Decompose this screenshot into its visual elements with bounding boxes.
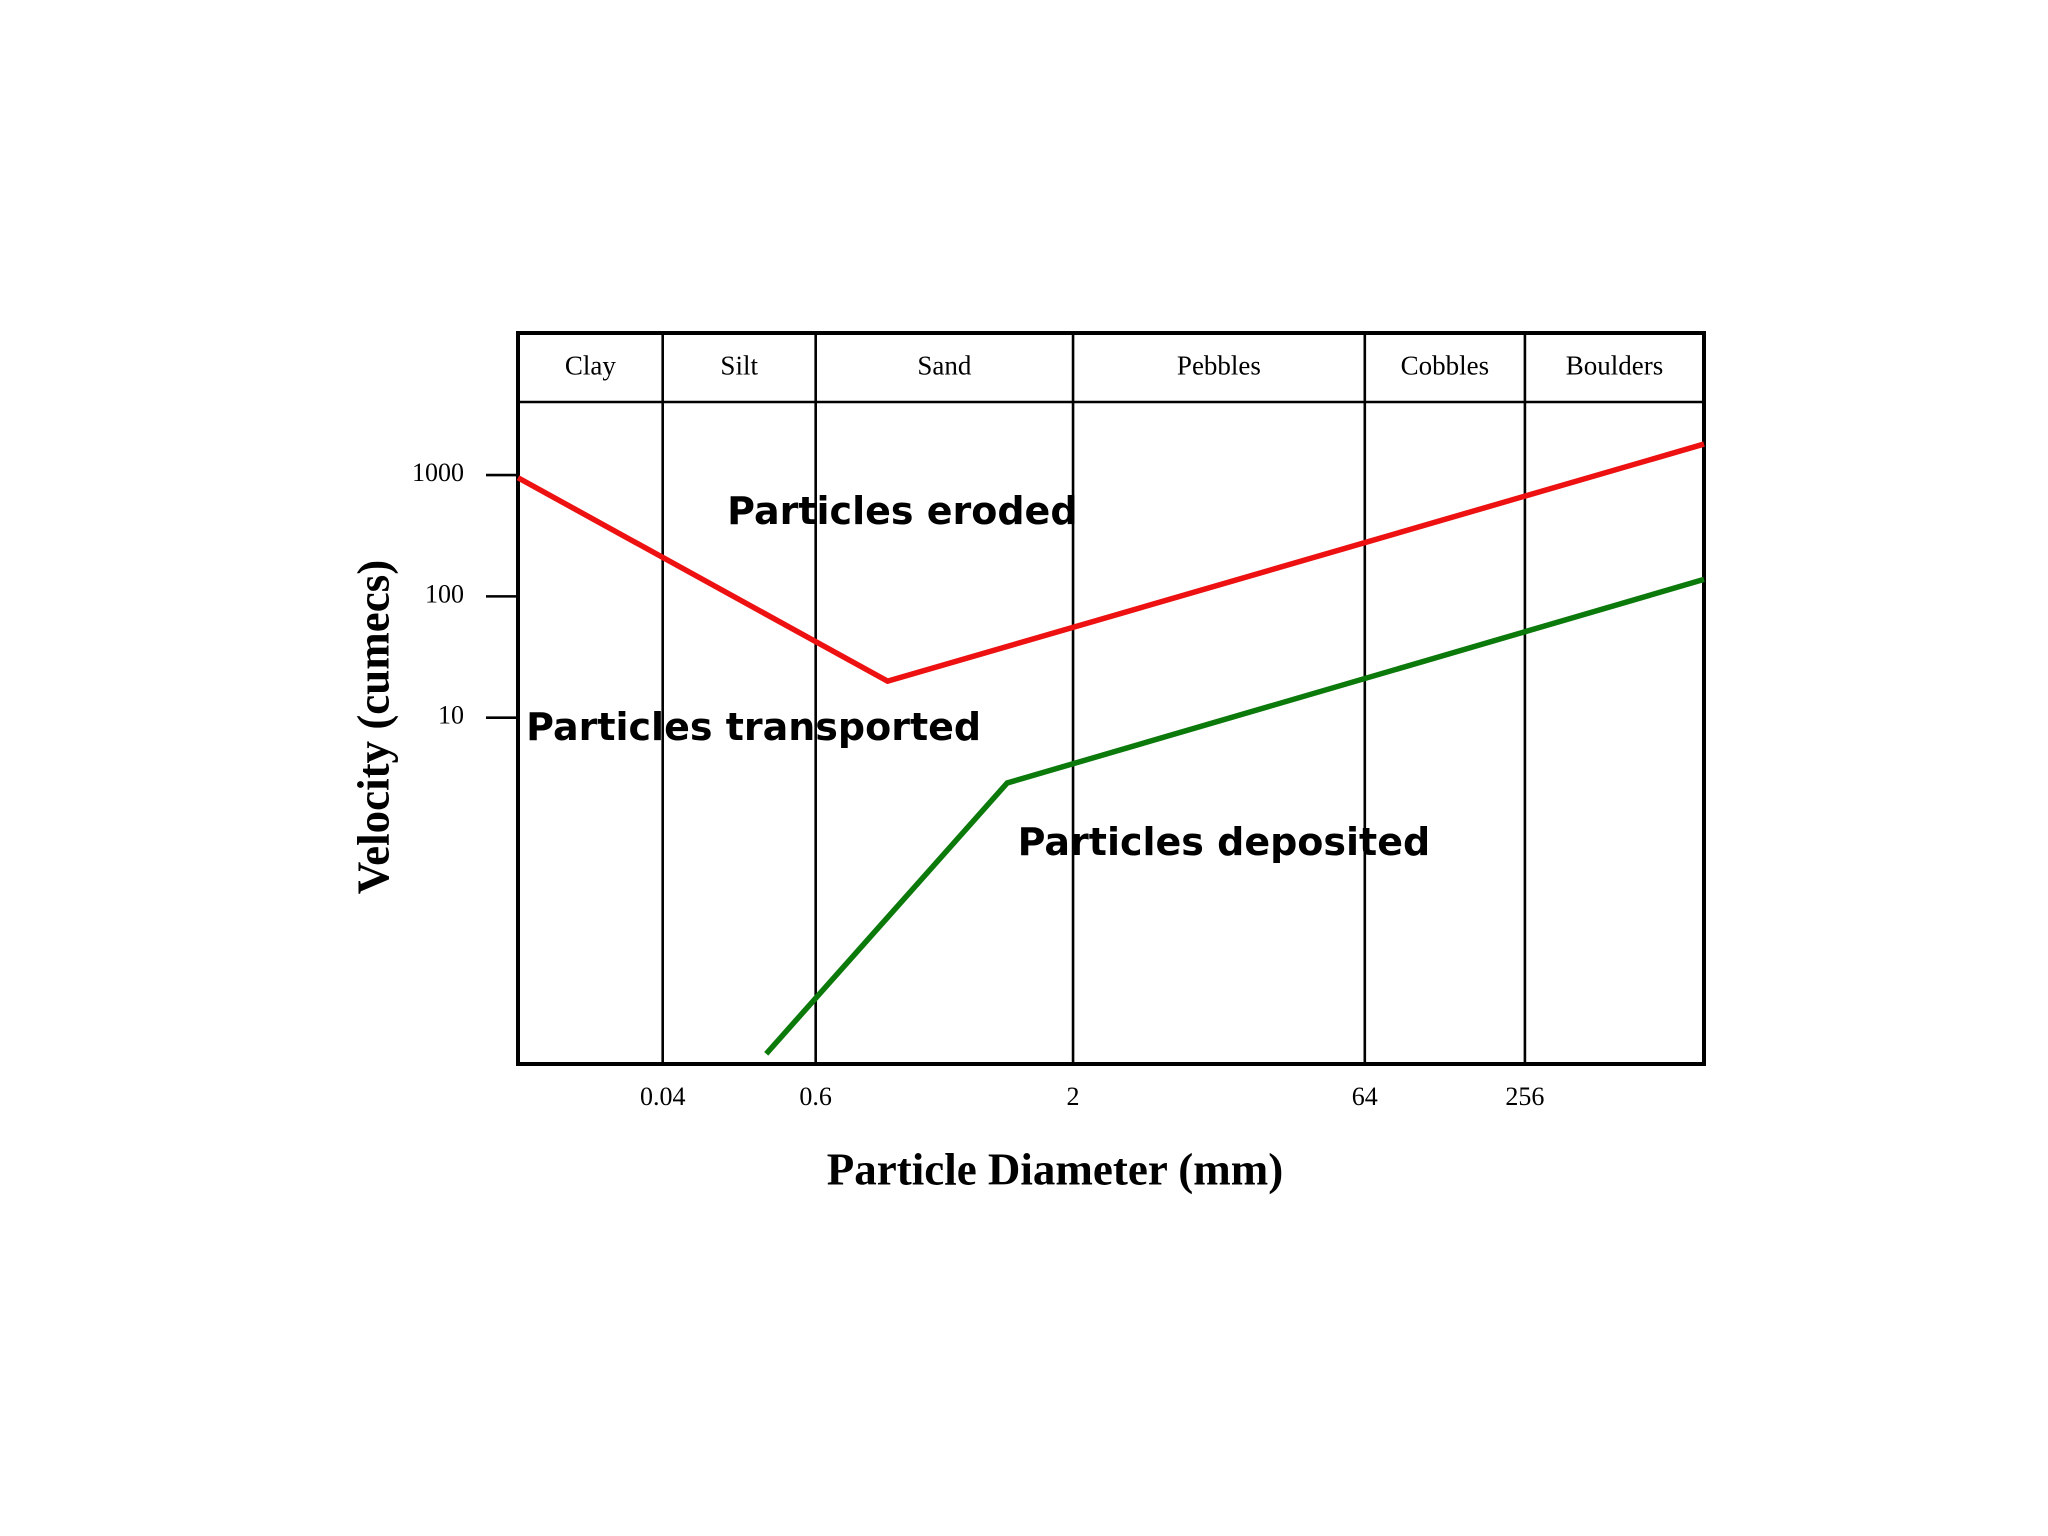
x-tick-label: 256 [1505, 1082, 1544, 1111]
x-tick-label: 2 [1067, 1082, 1080, 1111]
plot-frame [516, 331, 1706, 1066]
region-annotation: Particles deposited [1018, 820, 1431, 864]
band-label: Silt [720, 351, 758, 381]
x-tick-label: 0.6 [799, 1082, 832, 1111]
region-annotation: Particles transported [526, 705, 981, 749]
y-tick-label: 1000 [412, 458, 464, 487]
band-label: Clay [565, 351, 616, 381]
x-tick-label: 64 [1352, 1082, 1378, 1111]
band-label: Boulders [1566, 351, 1664, 381]
y-axis-title: Velocity (cumecs) [348, 560, 398, 894]
band-label: Pebbles [1177, 351, 1261, 381]
band-label: Sand [917, 351, 972, 381]
y-tick-label: 100 [425, 579, 464, 608]
series-line [516, 441, 1705, 685]
band-label: Cobbles [1401, 351, 1490, 381]
x-axis-title: Particle Diameter (mm) [827, 1144, 1283, 1194]
series-line [764, 576, 1705, 1056]
region-annotation: Particles eroded [727, 489, 1077, 533]
y-tick-label: 10 [438, 701, 464, 730]
x-tick-label: 0.04 [640, 1082, 686, 1111]
